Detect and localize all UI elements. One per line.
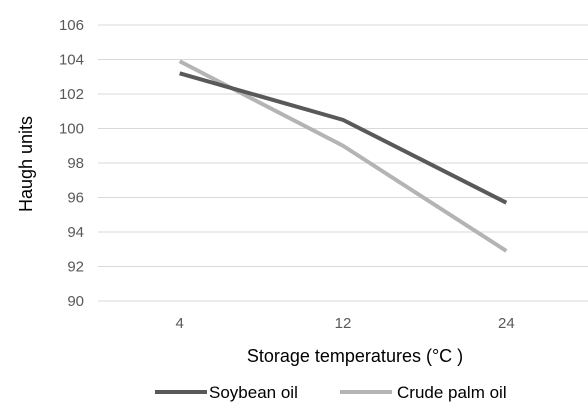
grid-lines [98,24,588,302]
y-tick-label: 102 [59,86,84,103]
series-lines [178,59,508,253]
y-tick-label: 94 [67,224,84,241]
series-line-1 [178,59,508,253]
x-axis-title: Storage temperatures (°C ) [247,346,463,366]
x-axis-ticks: 4 12 24 [175,315,514,332]
legend-label-0: Soybean oil [209,383,298,402]
x-tick-label: 24 [498,315,515,332]
y-tick-label: 90 [67,293,84,310]
y-tick-label: 92 [67,259,84,276]
x-tick-label: 4 [175,315,183,332]
x-tick-label: 12 [335,315,352,332]
legend-label-1: Crude palm oil [397,383,507,402]
series-line-0 [179,71,508,205]
legend: Soybean oil Crude palm oil [155,383,507,402]
y-tick-label: 96 [67,190,84,207]
y-tick-label: 98 [67,155,84,172]
y-tick-label: 104 [59,52,84,69]
y-tick-label: 100 [59,121,84,138]
y-axis-title: Haugh units [16,116,36,212]
y-tick-label: 106 [59,17,84,34]
y-axis-ticks: 90 92 94 96 98 100 102 104 106 [59,17,84,310]
